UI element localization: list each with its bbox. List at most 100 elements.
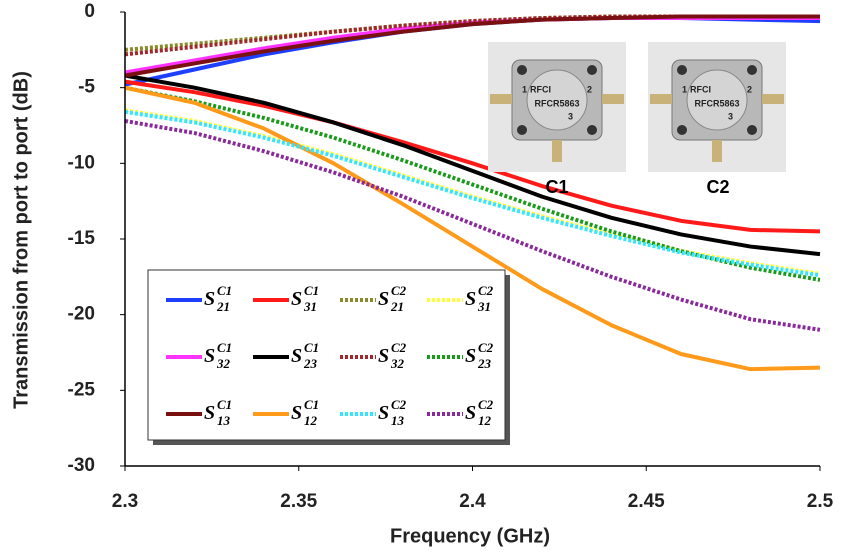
legend-name: S [465,288,476,310]
legend-superscript: C2 [391,397,407,412]
y-tick-label: -15 [68,228,96,249]
photo: 1 RFCI 2 RFCR5863 3 C1 [488,42,626,197]
legend-name: S [291,402,302,424]
legend-entry: S C2 23 [465,340,494,371]
legend-entry: S C1 13 [204,397,232,428]
port-label: 1 [682,84,687,94]
legend-subscript: 31 [303,299,317,314]
series-line [124,79,821,234]
legend-name: S [465,402,476,424]
legend-name: S [204,402,215,424]
legend-superscript: C1 [217,340,232,355]
legend-name: S [378,402,389,424]
x-axis-label: Frequency (GHz) [390,525,550,547]
brand: RFCI [690,84,711,94]
hole [747,65,757,75]
x-tick-label: 2.5 [807,491,834,512]
series-line [124,14,820,78]
legend-name: S [378,345,389,367]
part: RFCR5863 [694,98,739,108]
x-tick-label: 2.4 [459,491,486,512]
pin [602,94,624,104]
hole [517,125,527,135]
legend-subscript: 23 [477,356,492,371]
y-tick-label: -10 [68,152,95,173]
photos: 1 RFCI 2 RFCR5863 3 C1 1 RFCI 2 RFCR5863… [488,42,786,197]
legend-entry: S C2 31 [465,283,494,314]
legend-entry: S C2 12 [465,397,494,428]
legend-superscript: C1 [217,283,232,298]
legend-name: S [378,288,389,310]
y-axis-label: Transmission from port to port (dB) [10,71,32,409]
legend-superscript: C1 [217,397,232,412]
y-tick-label: -5 [78,77,95,98]
pin [650,94,672,104]
legend-subscript: 23 [303,356,318,371]
pin [552,140,562,162]
photo: 1 RFCI 2 RFCR5863 3 C2 [648,42,786,197]
legend-entry: S C1 32 [204,340,232,371]
port-label: 3 [728,111,733,121]
legend-superscript: C1 [304,283,319,298]
legend-entry: S C2 32 [378,340,407,371]
legend-entry: S C1 23 [291,340,319,371]
device-lid [686,69,748,131]
series-line [124,85,821,282]
legend-superscript: C2 [478,397,494,412]
legend-superscript: C2 [391,340,407,355]
legend-subscript: 12 [304,413,318,428]
series-line [124,85,821,372]
series-line [124,73,821,257]
legend-superscript: C1 [304,340,319,355]
hole [587,65,597,75]
hole [677,65,687,75]
legend-name: S [291,345,302,367]
legend-name: S [465,345,476,367]
port-label: 2 [747,84,752,94]
x-tick-label: 2.45 [628,491,665,512]
y-tick-label: -20 [68,304,95,325]
pin [762,94,784,104]
legend-subscript: 32 [390,356,405,371]
pin [490,94,512,104]
legend-box [147,269,506,441]
hole [747,125,757,135]
legend-entry: S C1 31 [291,283,319,314]
hole [677,125,687,135]
legend: S C1 21 S C1 31 S C2 21 S C2 31S C1 32 S C1 23 S C2 32 S C2 23… [147,269,510,445]
device-lid [526,69,588,131]
photo-label: C1 [545,177,568,197]
legend-subscript: 13 [391,413,405,428]
legend-entry: S C2 13 [378,397,407,428]
x-tick-label: 2.35 [280,491,317,512]
legend-subscript: 32 [216,356,231,371]
part: RFCR5863 [534,98,579,108]
legend-superscript: C1 [304,397,319,412]
legend-subscript: 13 [217,413,231,428]
legend-entry: S C2 21 [378,283,407,314]
legend-name: S [204,288,215,310]
legend-entry: S C1 21 [204,283,232,314]
legend-superscript: C2 [478,283,494,298]
y-tick-label: -30 [68,455,95,476]
legend-subscript: 21 [216,299,230,314]
y-tick-label: -25 [68,379,96,400]
legend-name: S [291,288,302,310]
x-tick-label: 2.3 [112,491,138,512]
y-tick-label: 0 [84,1,95,22]
legend-superscript: C2 [478,340,494,355]
hole [587,125,597,135]
port-label: 2 [587,84,592,94]
legend-superscript: C2 [391,283,407,298]
legend-subscript: 12 [478,413,492,428]
pin [712,140,722,162]
port-label: 3 [568,111,573,121]
port-label: 1 [522,84,527,94]
legend-subscript: 31 [477,299,491,314]
series-line [124,109,821,278]
legend-name: S [204,345,215,367]
hole [517,65,527,75]
legend-entry: S C1 12 [291,397,319,428]
photo-label: C2 [706,177,729,197]
